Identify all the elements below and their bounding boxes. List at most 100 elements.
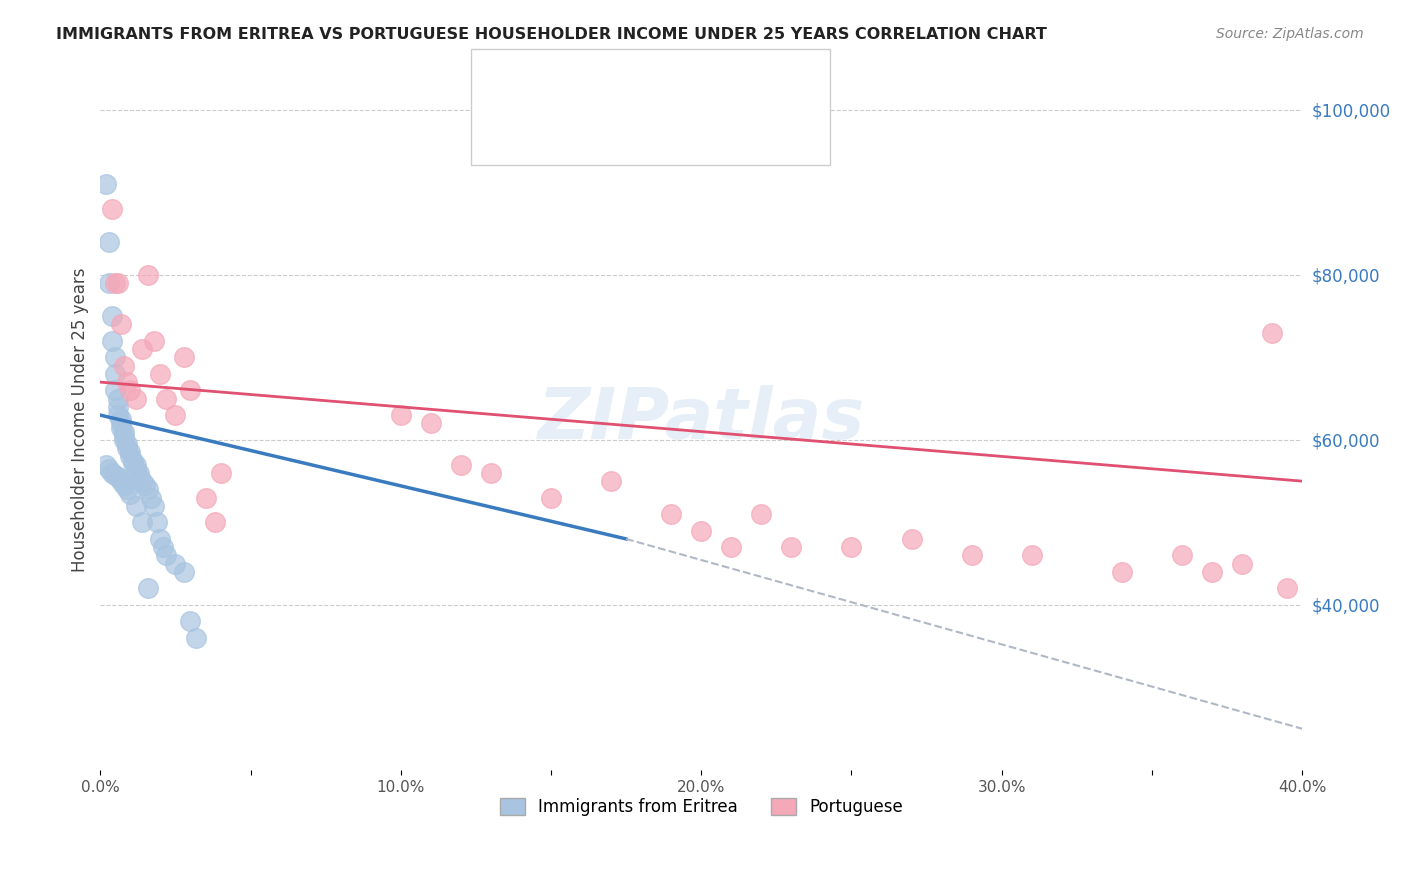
Point <box>122 456 145 470</box>
Point <box>900 532 922 546</box>
Point <box>101 309 124 323</box>
Point <box>155 392 177 406</box>
Point <box>389 408 412 422</box>
Point <box>112 478 135 492</box>
Point <box>1230 557 1253 571</box>
Point <box>117 441 139 455</box>
Text: N =: N = <box>637 76 673 94</box>
Point <box>179 384 201 398</box>
Point <box>110 318 132 332</box>
Point <box>110 412 132 426</box>
Point <box>107 408 129 422</box>
Point <box>112 359 135 373</box>
Point <box>1261 326 1284 340</box>
Point <box>173 351 195 365</box>
Point <box>165 408 187 422</box>
Point <box>117 483 139 497</box>
Point <box>125 458 148 472</box>
Point <box>128 470 150 484</box>
Point <box>125 392 148 406</box>
Point <box>117 437 139 451</box>
Text: R =: R = <box>538 112 575 129</box>
Point <box>107 400 129 414</box>
Point <box>112 425 135 439</box>
Text: ZIPatlas: ZIPatlas <box>537 384 865 454</box>
Point <box>540 491 562 505</box>
Text: IMMIGRANTS FROM ERITREA VS PORTUGUESE HOUSEHOLDER INCOME UNDER 25 YEARS CORRELAT: IMMIGRANTS FROM ERITREA VS PORTUGUESE HO… <box>56 27 1047 42</box>
Legend: Immigrants from Eritrea, Portuguese: Immigrants from Eritrea, Portuguese <box>491 790 911 825</box>
Point <box>96 177 118 191</box>
Point <box>720 540 742 554</box>
Text: Source: ZipAtlas.com: Source: ZipAtlas.com <box>1216 27 1364 41</box>
Point <box>479 466 502 480</box>
Point <box>1171 549 1194 563</box>
Point <box>138 268 160 282</box>
Point <box>419 417 441 431</box>
Point <box>1111 565 1133 579</box>
Point <box>120 445 142 459</box>
Point <box>1021 549 1043 563</box>
Point <box>104 384 127 398</box>
Point <box>960 549 983 563</box>
Point <box>101 202 124 216</box>
Point <box>209 466 232 480</box>
Point <box>110 420 132 434</box>
Point <box>98 235 121 249</box>
Point <box>112 433 135 447</box>
Point <box>143 334 166 348</box>
Point <box>101 334 124 348</box>
Point <box>600 474 623 488</box>
Text: R =: R = <box>538 76 575 94</box>
Point <box>104 276 127 290</box>
Point <box>179 615 201 629</box>
Point <box>841 540 863 554</box>
Point <box>112 429 135 443</box>
Point <box>780 540 803 554</box>
Point <box>96 458 118 472</box>
Point <box>98 462 121 476</box>
Point <box>138 582 160 596</box>
Point <box>110 417 132 431</box>
Point <box>131 342 153 356</box>
Point <box>690 524 713 538</box>
Point <box>146 516 169 530</box>
Point <box>149 532 172 546</box>
Point <box>152 540 174 554</box>
Point <box>107 392 129 406</box>
Point <box>173 565 195 579</box>
Point <box>122 453 145 467</box>
Point <box>165 557 187 571</box>
Point <box>141 491 163 505</box>
Point <box>204 516 226 530</box>
Point <box>104 467 127 482</box>
Point <box>107 470 129 484</box>
Point <box>101 466 124 480</box>
Point <box>110 474 132 488</box>
Point <box>104 351 127 365</box>
Point <box>155 549 177 563</box>
Point <box>125 462 148 476</box>
Point <box>186 631 208 645</box>
Point <box>134 478 156 492</box>
Text: N =: N = <box>637 112 673 129</box>
Point <box>107 276 129 290</box>
Point <box>98 276 121 290</box>
Point <box>450 458 472 472</box>
Point <box>120 486 142 500</box>
Text: 40: 40 <box>673 112 696 129</box>
Text: -0.236: -0.236 <box>576 112 636 129</box>
Point <box>120 450 142 464</box>
Point <box>117 375 139 389</box>
Point <box>143 499 166 513</box>
Y-axis label: Householder Income Under 25 years: Householder Income Under 25 years <box>72 267 89 572</box>
Point <box>131 516 153 530</box>
Point <box>128 466 150 480</box>
Point <box>120 384 142 398</box>
Text: 52: 52 <box>673 76 696 94</box>
Point <box>1201 565 1223 579</box>
Point <box>138 483 160 497</box>
Point <box>149 367 172 381</box>
Point <box>194 491 217 505</box>
Point <box>131 474 153 488</box>
Point <box>749 507 772 521</box>
